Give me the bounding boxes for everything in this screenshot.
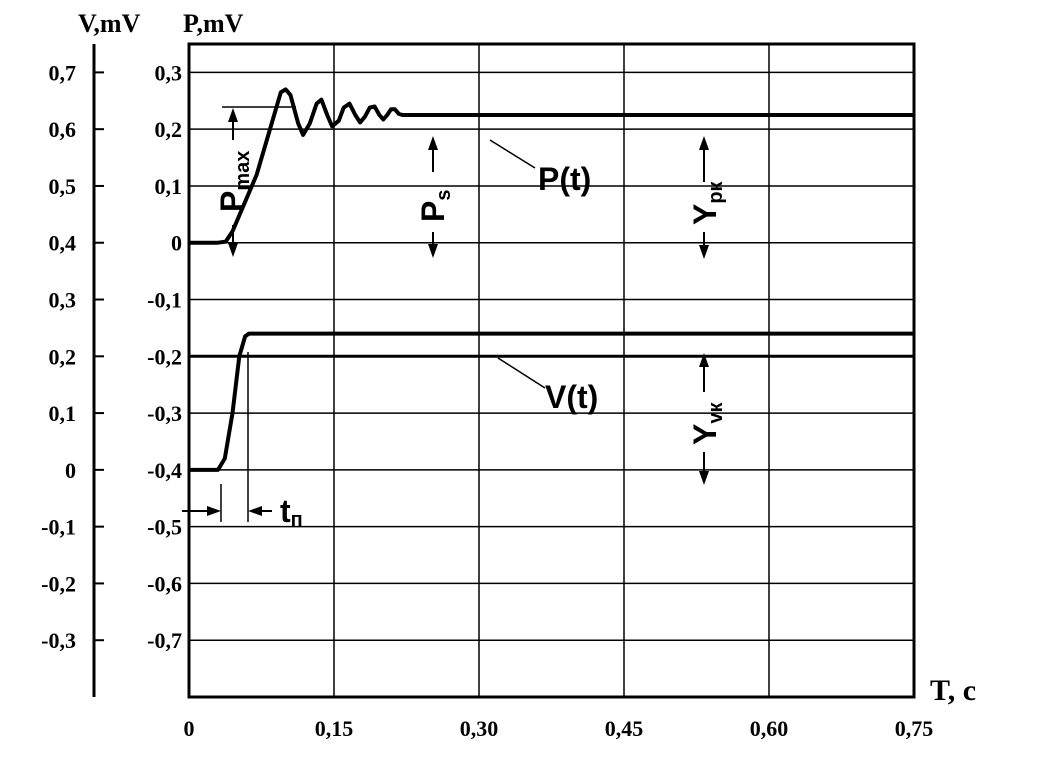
svg-text:Ypк: Ypк — [687, 180, 727, 225]
p-axis-tick-label: -0,7 — [147, 628, 182, 653]
v-axis-tick-label: 0,3 — [49, 288, 77, 313]
v-axis-tick-label: 0,7 — [49, 60, 77, 85]
t-p-letter: t — [280, 493, 291, 529]
p-s-letter: P — [415, 201, 451, 222]
x-axis-tick-label: 0,15 — [315, 716, 354, 741]
p-max-letter: P — [214, 191, 250, 212]
v-axis-tick-label: 0 — [65, 458, 76, 483]
series-p-line — [189, 87, 914, 245]
v-axis-tick-label: 0,1 — [49, 401, 77, 426]
p-axis-tick-label: 0,1 — [155, 174, 183, 199]
y-pk-subscript: pк — [705, 180, 727, 203]
x-axis-tick-label: 0,45 — [605, 716, 644, 741]
y-vk-subscript: vк — [705, 402, 727, 424]
v-axis-tick-label: -0,3 — [41, 628, 76, 653]
svg-text:Pmax: Pmax — [214, 151, 254, 212]
v-curve-label: V(t) — [545, 379, 598, 415]
p-axis-tick-label: 0 — [171, 231, 182, 256]
series-v-line — [189, 331, 914, 472]
p-s-annotation: Ps — [415, 136, 455, 258]
p-axis-tick-label: 0,3 — [155, 60, 183, 85]
x-axis-tick-label: 0 — [184, 716, 195, 741]
x-axis-tick-labels: 0 0,15 0,30 0,45 0,60 0,75 — [184, 716, 934, 741]
y-vk-letter: Y — [687, 424, 723, 445]
v-axis-tick-label: -0,1 — [41, 515, 76, 540]
p-axis-tick-label: -0,3 — [147, 401, 182, 426]
p-s-subscript: s — [433, 190, 455, 201]
svg-text:Yvк: Yvк — [687, 402, 727, 445]
v-axis-tick-label: 0,2 — [49, 344, 77, 369]
p-curve-label: P(t) — [538, 161, 591, 197]
p-axis-label: P,mV — [183, 9, 244, 38]
p-axis-tick-label: -0,5 — [147, 515, 182, 540]
p-axis-tick-label: -0,2 — [147, 344, 182, 369]
v-axis-tick-label: 0,5 — [49, 174, 77, 199]
v-axis-label: V,mV — [78, 9, 141, 38]
p-axis-tick-label: 0,2 — [155, 117, 183, 142]
x-axis-tick-label: 0,75 — [895, 716, 934, 741]
x-axis-tick-label: 0,60 — [750, 716, 789, 741]
v-axis-tick-label: 0,4 — [49, 231, 77, 256]
y-vk-annotation: Yvк — [687, 353, 727, 485]
v-axis-tick-label: 0,6 — [49, 117, 77, 142]
p-axis-tick-label: -0,1 — [147, 288, 182, 313]
svg-text:tп: tп — [280, 493, 303, 531]
v-curve-leader — [497, 357, 546, 389]
x-axis-label: T, c — [930, 674, 976, 707]
svg-text:Ps: Ps — [415, 190, 455, 222]
t-p-annotation: tп — [182, 352, 303, 531]
p-curve-leader — [489, 139, 536, 169]
y-pk-letter: Y — [687, 204, 723, 225]
x-axis-tick-label: 0,30 — [460, 716, 499, 741]
y-pk-annotation: Ypк — [687, 136, 727, 259]
grid-lines — [189, 44, 914, 697]
p-axis-tick-labels: 0,3 0,2 0,1 0 -0,1 -0,2 -0,3 -0,4 -0,5 -0,6 -0,7 — [147, 60, 182, 653]
p-max-annotation: Pmax — [214, 106, 296, 257]
plot-frame — [187, 42, 916, 699]
p-axis-tick-label: -0,6 — [147, 571, 182, 596]
t-p-subscript: п — [291, 509, 303, 531]
v-axis-ticks — [94, 71, 104, 642]
v-axis-tick-label: -0,2 — [41, 571, 76, 596]
p-max-subscript: max — [232, 151, 254, 191]
p-axis-tick-label: -0,4 — [147, 458, 182, 483]
v-axis-tick-labels: 0,7 0,6 0,5 0,4 0,3 0,2 0,1 0 -0,1 -0,2 -0,3 — [41, 60, 76, 653]
